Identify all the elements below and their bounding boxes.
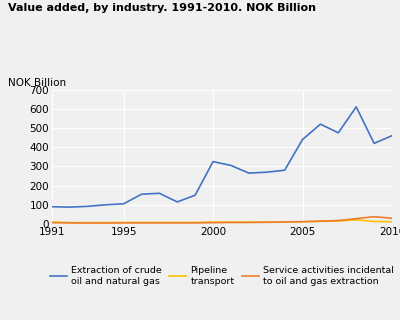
Service activities incidental
to oil and gas extraction xyxy=(157,221,162,225)
Service activities incidental
to oil and gas extraction xyxy=(193,221,198,225)
Extraction of crude
oil and natural gas xyxy=(246,171,251,175)
Service activities incidental
to oil and gas extraction xyxy=(282,220,287,224)
Pipeline
transport xyxy=(336,219,341,223)
Extraction of crude
oil and natural gas xyxy=(354,105,359,109)
Service activities incidental
to oil and gas extraction xyxy=(246,220,251,224)
Pipeline
transport xyxy=(50,220,54,224)
Pipeline
transport xyxy=(300,220,305,224)
Service activities incidental
to oil and gas extraction xyxy=(318,219,323,223)
Extraction of crude
oil and natural gas xyxy=(390,134,394,138)
Extraction of crude
oil and natural gas xyxy=(175,200,180,204)
Extraction of crude
oil and natural gas xyxy=(157,191,162,195)
Line: Pipeline
transport: Pipeline transport xyxy=(52,220,392,223)
Pipeline
transport xyxy=(68,221,72,225)
Pipeline
transport xyxy=(157,220,162,224)
Pipeline
transport xyxy=(282,220,287,224)
Service activities incidental
to oil and gas extraction xyxy=(336,219,341,222)
Pipeline
transport xyxy=(103,221,108,225)
Pipeline
transport xyxy=(264,220,269,224)
Line: Extraction of crude
oil and natural gas: Extraction of crude oil and natural gas xyxy=(52,107,392,207)
Service activities incidental
to oil and gas extraction xyxy=(50,221,54,225)
Extraction of crude
oil and natural gas xyxy=(68,205,72,209)
Pipeline
transport xyxy=(193,220,198,224)
Extraction of crude
oil and natural gas xyxy=(282,168,287,172)
Extraction of crude
oil and natural gas xyxy=(318,122,323,126)
Service activities incidental
to oil and gas extraction xyxy=(372,215,376,219)
Service activities incidental
to oil and gas extraction xyxy=(211,221,216,225)
Extraction of crude
oil and natural gas xyxy=(336,131,341,135)
Legend: Extraction of crude
oil and natural gas, Pipeline
transport, Service activities : Extraction of crude oil and natural gas,… xyxy=(50,266,394,286)
Extraction of crude
oil and natural gas xyxy=(85,204,90,208)
Pipeline
transport xyxy=(211,220,216,224)
Pipeline
transport xyxy=(318,220,323,223)
Extraction of crude
oil and natural gas xyxy=(300,138,305,141)
Line: Service activities incidental
to oil and gas extraction: Service activities incidental to oil and… xyxy=(52,217,392,223)
Service activities incidental
to oil and gas extraction xyxy=(264,220,269,224)
Service activities incidental
to oil and gas extraction xyxy=(354,217,359,220)
Pipeline
transport xyxy=(390,220,394,224)
Service activities incidental
to oil and gas extraction xyxy=(103,221,108,225)
Pipeline
transport xyxy=(372,220,376,223)
Service activities incidental
to oil and gas extraction xyxy=(68,221,72,225)
Extraction of crude
oil and natural gas xyxy=(121,202,126,206)
Extraction of crude
oil and natural gas xyxy=(264,170,269,174)
Extraction of crude
oil and natural gas xyxy=(211,160,216,164)
Pipeline
transport xyxy=(228,220,233,224)
Extraction of crude
oil and natural gas xyxy=(193,193,198,197)
Text: NOK Billion: NOK Billion xyxy=(8,78,66,88)
Service activities incidental
to oil and gas extraction xyxy=(175,221,180,225)
Pipeline
transport xyxy=(85,221,90,225)
Extraction of crude
oil and natural gas xyxy=(228,164,233,167)
Text: Value added, by industry. 1991-2010. NOK Billion: Value added, by industry. 1991-2010. NOK… xyxy=(8,3,316,13)
Extraction of crude
oil and natural gas xyxy=(372,141,376,145)
Pipeline
transport xyxy=(354,218,359,222)
Pipeline
transport xyxy=(246,220,251,224)
Extraction of crude
oil and natural gas xyxy=(139,192,144,196)
Service activities incidental
to oil and gas extraction xyxy=(300,220,305,224)
Extraction of crude
oil and natural gas xyxy=(103,203,108,207)
Pipeline
transport xyxy=(121,220,126,224)
Service activities incidental
to oil and gas extraction xyxy=(121,221,126,225)
Pipeline
transport xyxy=(139,220,144,224)
Service activities incidental
to oil and gas extraction xyxy=(390,216,394,220)
Service activities incidental
to oil and gas extraction xyxy=(139,221,144,225)
Service activities incidental
to oil and gas extraction xyxy=(85,221,90,225)
Extraction of crude
oil and natural gas xyxy=(50,205,54,209)
Service activities incidental
to oil and gas extraction xyxy=(228,220,233,224)
Pipeline
transport xyxy=(175,220,180,224)
